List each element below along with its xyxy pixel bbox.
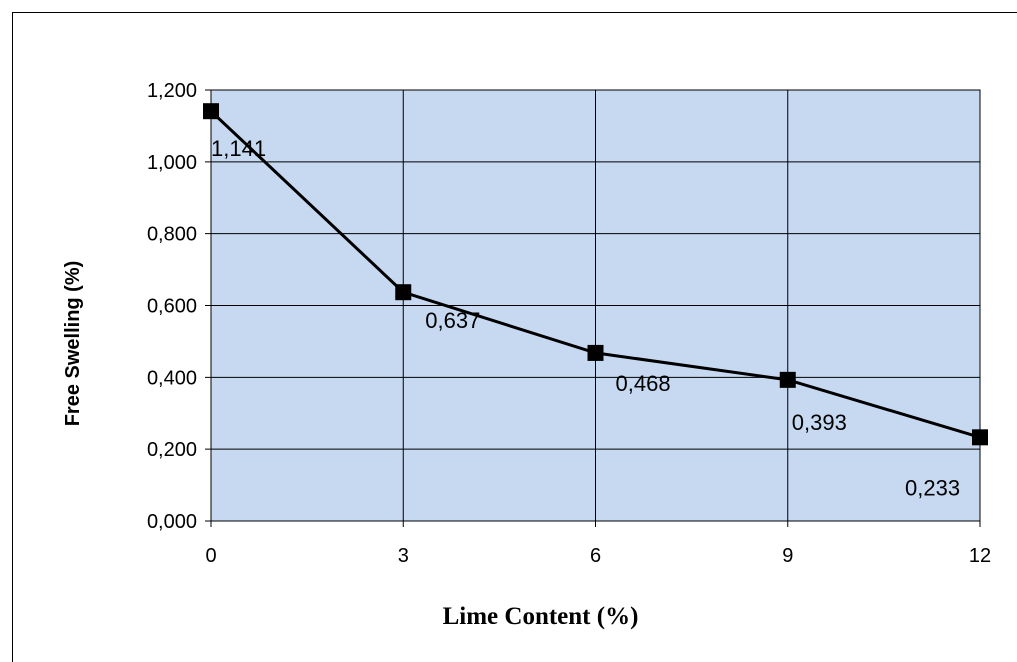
y-tick-label: 0,000 bbox=[147, 511, 197, 533]
x-tick-label: 12 bbox=[969, 545, 991, 567]
data-point-marker bbox=[203, 103, 219, 120]
x-tick-label: 9 bbox=[782, 545, 793, 567]
data-point-marker bbox=[395, 284, 412, 301]
data-label: 0,393 bbox=[792, 410, 847, 435]
x-axis-title: Lime Content (%) bbox=[443, 603, 639, 630]
data-point-marker bbox=[972, 429, 988, 446]
y-tick-label: 0,800 bbox=[147, 224, 197, 246]
y-tick-label: 1,200 bbox=[147, 80, 197, 102]
y-tick-label: 0,600 bbox=[147, 296, 197, 318]
data-label: 0,233 bbox=[905, 475, 960, 500]
y-axis-title: Free Swelling (%) bbox=[62, 261, 84, 427]
figure-frame bbox=[12, 12, 1017, 662]
y-tick-label: 1,000 bbox=[147, 152, 197, 174]
data-label: 1,141 bbox=[211, 136, 266, 161]
data-point-marker bbox=[779, 371, 796, 388]
data-point-marker bbox=[587, 344, 604, 361]
x-tick-label: 6 bbox=[590, 545, 601, 567]
data-label: 0,468 bbox=[616, 371, 671, 396]
x-tick-label: 3 bbox=[398, 545, 409, 567]
y-tick-label: 0,400 bbox=[147, 367, 197, 389]
y-tick-label: 0,200 bbox=[147, 439, 197, 461]
grid-lines bbox=[205, 89, 981, 527]
data-labels: 1,141 0,637 0,468 0,393 0,233 bbox=[211, 136, 960, 500]
y-axis-ticks: 0,000 0,200 0,400 0,600 0,800 1,000 1,200 bbox=[147, 80, 197, 533]
data-label: 0,637 bbox=[425, 308, 480, 333]
series-markers bbox=[203, 103, 988, 446]
x-tick-label: 0 bbox=[205, 545, 216, 567]
x-axis-ticks: 0 3 6 9 12 bbox=[205, 545, 991, 567]
